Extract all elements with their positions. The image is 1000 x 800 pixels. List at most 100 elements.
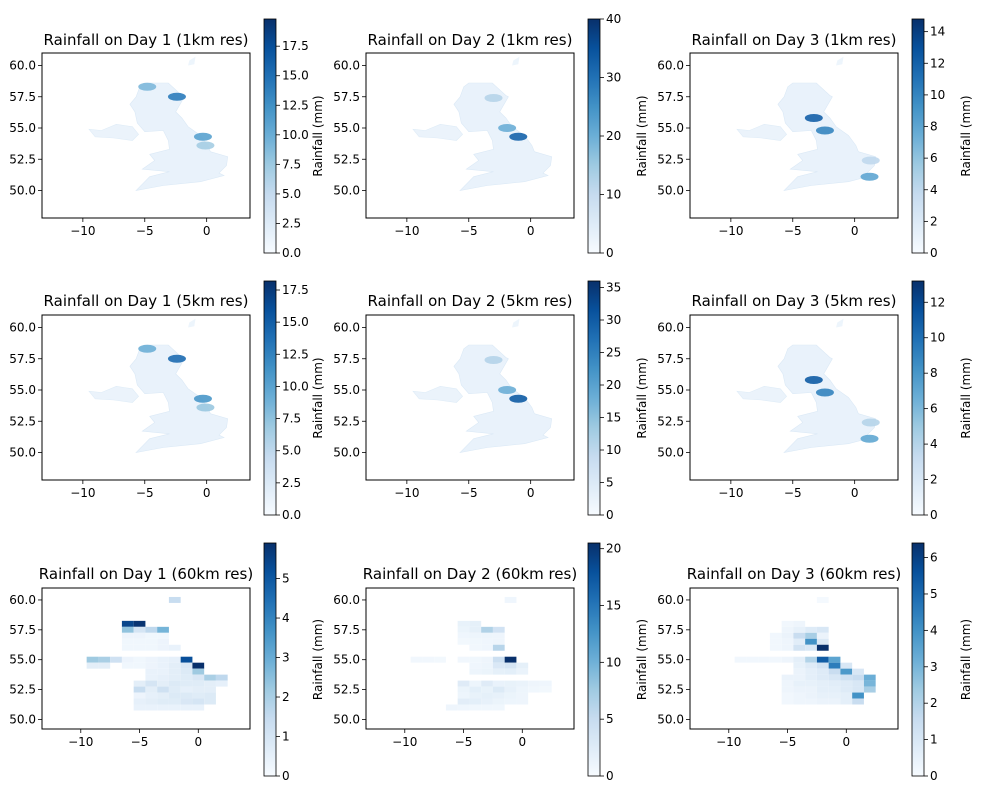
grid-cell [816, 674, 829, 681]
land-northern-ireland [412, 123, 464, 141]
grid-cell [215, 674, 228, 681]
colorbar-tick-label: 14 [930, 25, 945, 39]
grid-cell [457, 638, 470, 645]
grid-cell [492, 686, 505, 693]
grid-cell [781, 644, 794, 651]
colorbar-tick-label: 8 [930, 366, 938, 380]
grid-cell [816, 632, 829, 639]
grid-cell [469, 656, 482, 663]
grid-cell [98, 662, 111, 669]
x-tick-label: −10 [718, 224, 743, 238]
grid-cell [469, 626, 482, 633]
x-tick-label: 0 [203, 486, 211, 500]
grid-cell [469, 620, 482, 627]
x-tick-label: −10 [394, 224, 419, 238]
y-tick-label: 57.5 [333, 90, 360, 104]
colorbar-tick-label: 2 [930, 696, 938, 710]
grid-cell [852, 692, 864, 699]
y-tick-label: 55.0 [333, 121, 360, 135]
grid-cell [539, 686, 552, 693]
grid-cell [133, 662, 146, 669]
grid-cell [121, 626, 134, 633]
subplot-title: Rainfall on Day 1 (1km res) [44, 31, 249, 49]
x-tick-label: 0 [203, 224, 211, 238]
land-great-britain [777, 344, 877, 453]
grid-cell [805, 668, 817, 675]
colorbar-tick-label: 15 [606, 599, 621, 613]
grid-cell [863, 680, 876, 687]
grid-cell [481, 704, 493, 711]
x-tick-label: −10 [70, 486, 95, 500]
grid-cell [793, 620, 806, 627]
grid-cell [481, 662, 493, 669]
y-tick-label: 52.5 [333, 683, 360, 697]
grid-cell [180, 668, 193, 675]
y-tick-label: 60.0 [657, 59, 684, 73]
land-great-britain [777, 82, 877, 191]
colorbar [911, 280, 925, 516]
grid-cell [516, 668, 529, 675]
grid-cell [145, 674, 158, 681]
grid-cell [168, 596, 181, 603]
grid-cell [492, 662, 505, 669]
y-tick-label: 52.5 [333, 414, 360, 428]
y-tick-label: 52.5 [9, 414, 36, 428]
grid-cell [192, 698, 205, 705]
land-great-britain [453, 82, 553, 191]
x-tick-label: 0 [527, 224, 535, 238]
rain-hotspot [196, 403, 215, 412]
land-northern-ireland [736, 385, 788, 403]
grid-cell [422, 656, 435, 663]
grid-cell [133, 638, 146, 645]
colorbar-tick-label: 6 [930, 151, 938, 165]
grid-cell [121, 620, 134, 627]
colorbar-tick-label: 17.5 [282, 39, 309, 53]
subplot-title: Rainfall on Day 3 (1km res) [692, 31, 897, 49]
grid-cell [168, 692, 181, 699]
colorbar-tick-label: 3 [930, 660, 938, 674]
grid-cell [180, 674, 193, 681]
grid-cell [157, 644, 169, 651]
grid-cell [769, 638, 782, 645]
colorbar-tick-label: 40 [606, 12, 621, 26]
y-tick-label: 55.0 [333, 653, 360, 667]
grid-cell [410, 656, 423, 663]
grid-cell [180, 698, 193, 705]
grid-cell [457, 680, 470, 687]
colorbar-tick-label: 0 [606, 769, 614, 783]
axes-frame [41, 314, 251, 481]
grid-cell [781, 698, 794, 705]
grid-cell [469, 704, 482, 711]
y-tick-label: 60.0 [333, 321, 360, 335]
grid-cell [793, 632, 806, 639]
colorbar-tick-label: 4 [930, 437, 938, 451]
grid-cell [816, 638, 829, 645]
grid-cell [481, 638, 493, 645]
x-tick-label: −5 [136, 486, 154, 500]
grid-cell [863, 674, 876, 681]
grid-cell [816, 686, 829, 693]
colorbar-label: Rainfall (mm) [311, 357, 325, 438]
grid-cell [769, 632, 782, 639]
grid-cell [168, 680, 181, 687]
grid-cell [805, 656, 817, 663]
plot-marks [412, 318, 553, 453]
x-tick-label: −5 [784, 486, 802, 500]
grid-cell [492, 632, 505, 639]
grid-cell [192, 674, 205, 681]
grid-cell [805, 692, 817, 699]
grid-cell [457, 686, 470, 693]
axes-frame [41, 587, 251, 730]
y-tick-label: 57.5 [9, 90, 36, 104]
rain-hotspot [193, 132, 212, 141]
colorbar-label: Rainfall (mm) [635, 95, 649, 176]
colorbar-tick-label: 5 [282, 572, 290, 586]
subplot-7: −10 −5 0 50.0 52.5 55.0 57.5 60.0 0 1 2 3 4 5 Rainfall… [9, 542, 325, 783]
y-tick-label: 60.0 [9, 593, 36, 607]
grid-cell [157, 680, 169, 687]
grid-cell [492, 626, 505, 633]
grid-cell [828, 662, 841, 669]
colorbar-tick-label: 15 [606, 411, 621, 425]
grid-cell [492, 692, 505, 699]
colorbar-tick-label: 30 [606, 313, 621, 327]
